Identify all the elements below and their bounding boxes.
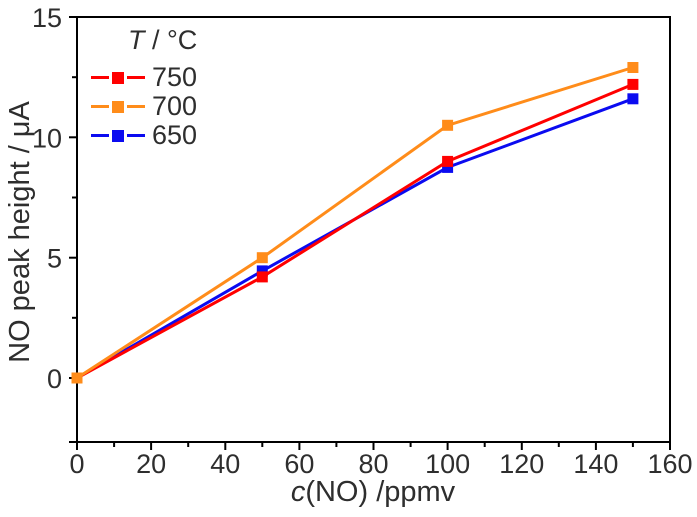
data-point-700-0 (71, 372, 83, 384)
legend: T / °C 750 700 650 (91, 26, 197, 150)
x-tick-label: 160 (647, 449, 692, 479)
x-axis-title: c(NO) /ppmv (223, 476, 523, 509)
data-point-650-150 (627, 93, 639, 105)
legend-item-650: 650 (91, 120, 198, 150)
x-tick-label: 140 (573, 449, 618, 479)
legend-line-icon (91, 105, 109, 108)
data-point-750-50 (256, 271, 268, 283)
y-tick-label: 10 (32, 123, 62, 153)
plot-frame (76, 16, 671, 443)
data-point-700-150 (627, 62, 639, 73)
x-tick-label: 20 (136, 449, 166, 479)
data-point-700-50 (256, 252, 268, 264)
legend-line-icon (127, 76, 145, 79)
y-tick-label: 15 (32, 3, 62, 33)
legend-line-icon (91, 134, 109, 137)
x-tick-label: 60 (284, 449, 314, 479)
x-tick-label: 100 (425, 449, 470, 479)
y-tick-label: 5 (47, 244, 62, 274)
legend-item-750: 750 (91, 62, 198, 92)
x-tick-label: 80 (358, 449, 388, 479)
legend-rows: 750 700 650 (91, 62, 198, 150)
x-tick-label: 120 (499, 449, 544, 479)
legend-square-marker-icon (112, 71, 124, 84)
legend-line-icon (127, 105, 145, 108)
legend-swatch-750 (91, 71, 145, 84)
legend-square-marker-icon (112, 100, 124, 113)
series-line-700 (76, 66, 634, 380)
x-tick-label: 40 (210, 449, 240, 479)
series-line-750 (76, 83, 634, 380)
data-point-750-100 (442, 155, 454, 167)
legend-title: T / °C (128, 26, 197, 56)
data-point-750-150 (627, 78, 639, 90)
legend-item-700: 700 (91, 91, 198, 121)
legend-swatch-650 (91, 129, 145, 142)
legend-label: 700 (152, 91, 198, 121)
legend-square-marker-icon (112, 129, 124, 142)
x-axis-title-symbol: c (290, 476, 306, 508)
legend-label: 750 (152, 62, 198, 92)
y-axis-title: NO peak height / μA (4, 101, 36, 363)
x-tick-label: 0 (69, 449, 84, 479)
legend-line-icon (91, 76, 109, 79)
legend-title-symbol: T (128, 25, 145, 55)
data-point-650-100 (442, 161, 454, 173)
legend-line-icon (127, 134, 145, 137)
x-axis-title-units: (NO) /ppmv (305, 476, 456, 508)
legend-label: 650 (152, 120, 198, 150)
y-tick-label: 0 (47, 364, 62, 394)
data-point-700-100 (442, 119, 454, 131)
data-point-650-50 (256, 265, 268, 277)
legend-swatch-700 (91, 100, 145, 113)
legend-title-units: / °C (144, 25, 198, 55)
